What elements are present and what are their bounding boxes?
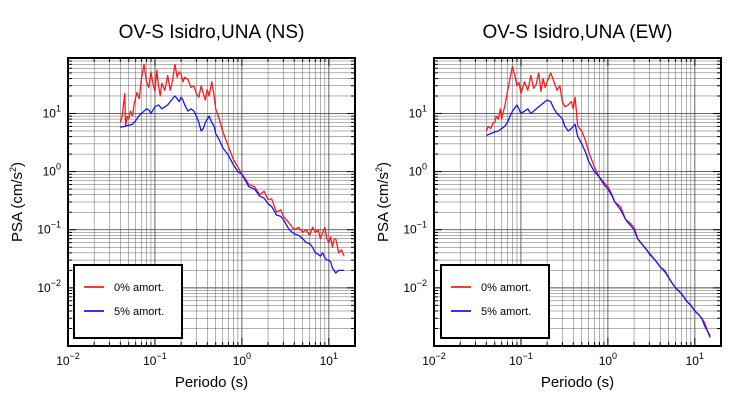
plot-frame bbox=[433, 57, 722, 347]
x-tick-label: 10−2 bbox=[422, 351, 446, 368]
legend-label-0pct: 0% amort. bbox=[114, 282, 164, 294]
y-tick-label: 101 bbox=[43, 103, 61, 120]
legend-box bbox=[73, 264, 183, 339]
x-axis-label: Periodo (s) bbox=[541, 374, 614, 391]
y-tick-label: 10−1 bbox=[403, 220, 427, 237]
x-tick-label: 10−1 bbox=[509, 351, 533, 368]
series-line-5pct bbox=[120, 95, 345, 274]
y-axis-label: PSA (cm/s2) bbox=[374, 162, 392, 242]
series-line-5pct bbox=[486, 99, 711, 338]
chart-panel-ns: OV-S Isidro,UNA (NS) 10−2 10−1 100 101 10−2 10… bbox=[8, 22, 356, 391]
y-tick-label: 10−2 bbox=[37, 278, 61, 295]
x-tick-label: 100 bbox=[599, 351, 617, 368]
x-tick-label: 10−1 bbox=[143, 351, 167, 368]
y-axis-label: PSA (cm/s2) bbox=[8, 162, 26, 242]
y-tick-label: 100 bbox=[409, 162, 427, 179]
grid bbox=[67, 57, 356, 347]
y-tick-label: 100 bbox=[43, 162, 61, 179]
y-tick-label: 101 bbox=[409, 103, 427, 120]
chart-panel-ew: OV-S Isidro,UNA (EW) 10−2 10−1 100 101 10−2 10… bbox=[374, 22, 722, 391]
legend-label-0pct: 0% amort. bbox=[481, 282, 531, 294]
series-line-0pct bbox=[119, 63, 345, 257]
legend: 0% amort. 5% amort. bbox=[440, 264, 550, 339]
chart-title: OV-S Isidro,UNA (NS) bbox=[119, 22, 305, 43]
y-tick-label: 10−2 bbox=[403, 278, 427, 295]
x-tick-label: 10−2 bbox=[56, 351, 80, 368]
x-tick-label: 101 bbox=[320, 351, 338, 368]
x-axis-label: Periodo (s) bbox=[175, 374, 248, 391]
plot-frame bbox=[67, 57, 356, 347]
y-tick-label: 10−1 bbox=[37, 220, 61, 237]
x-tick-label: 101 bbox=[686, 351, 704, 368]
legend-label-5pct: 5% amort. bbox=[481, 306, 531, 318]
legend-label-5pct: 5% amort. bbox=[114, 306, 164, 318]
legend: 0% amort. 5% amort. bbox=[73, 264, 183, 339]
x-tick-label: 100 bbox=[233, 351, 251, 368]
legend-box bbox=[440, 264, 550, 339]
chart-title: OV-S Isidro,UNA (EW) bbox=[482, 22, 672, 43]
